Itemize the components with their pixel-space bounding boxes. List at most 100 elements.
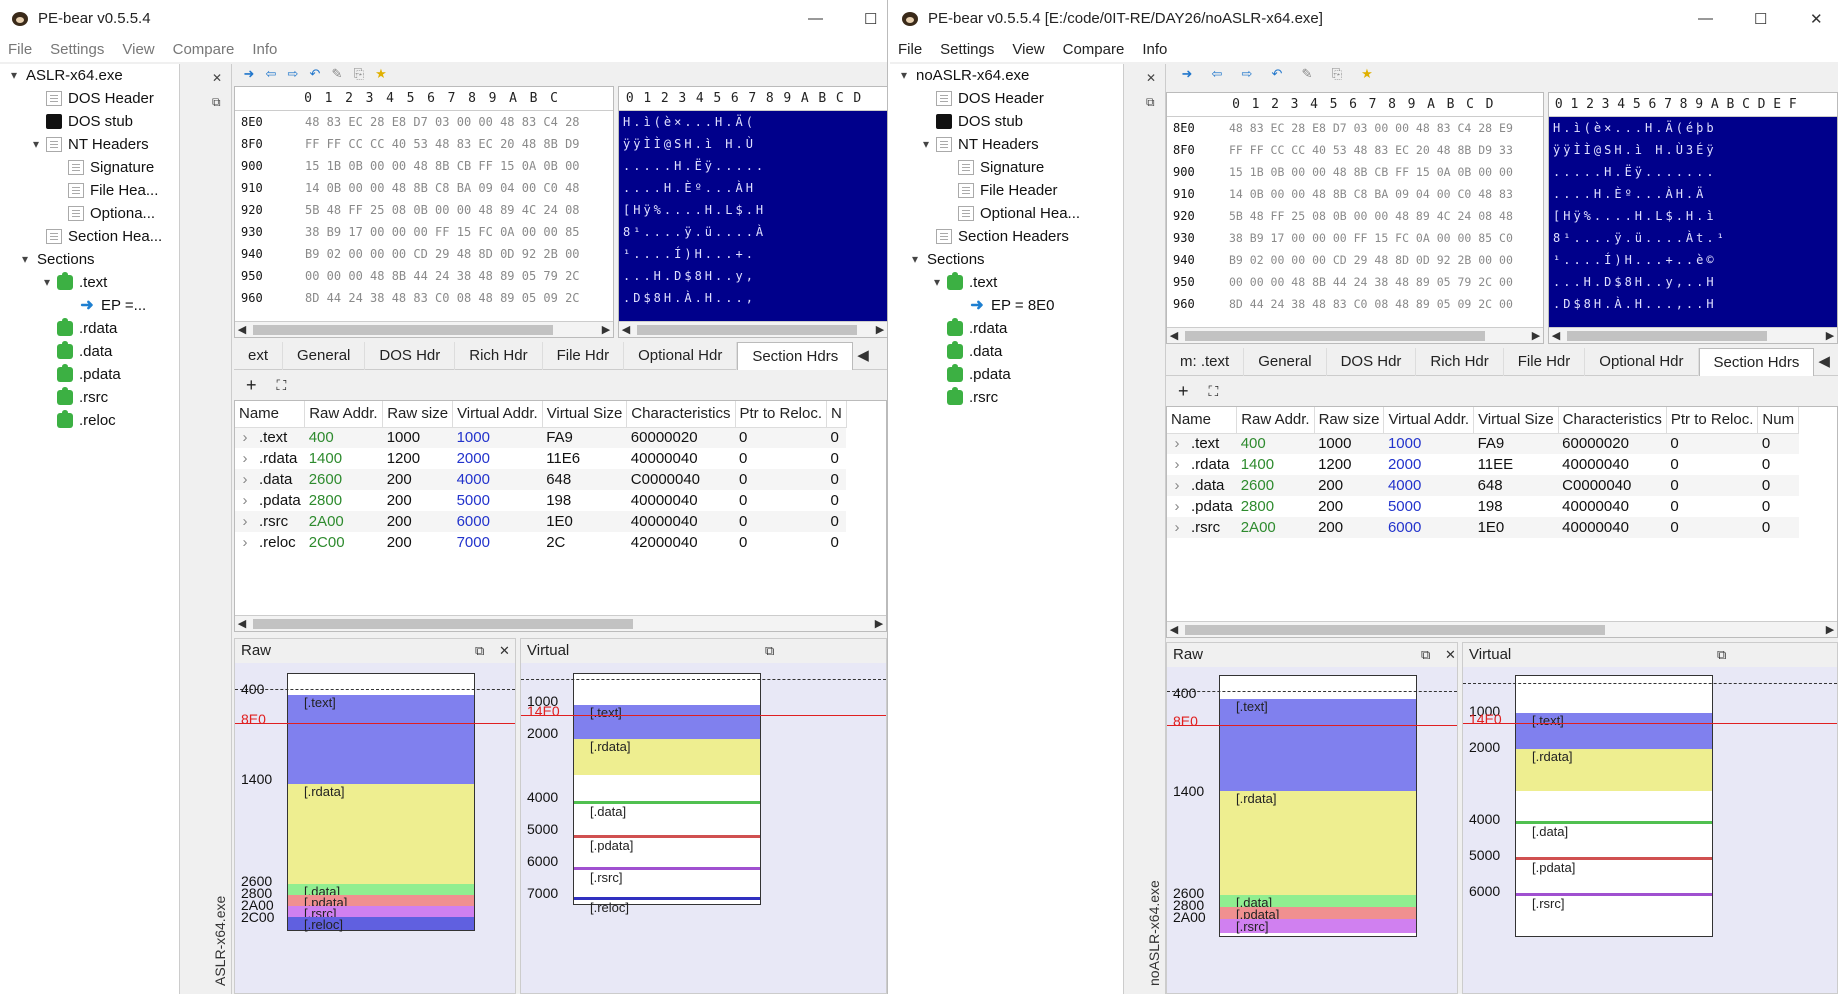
table-header[interactable]: Raw Addr. [304,401,384,428]
tree-item[interactable]: Signature [0,156,179,179]
tree-item[interactable]: ➜ EP =... [0,294,179,317]
undo-icon[interactable]: ↶ [309,66,321,81]
maximize-icon[interactable]: ☐ [864,11,878,28]
tree-item[interactable]: .pdata [890,363,1123,386]
ascii-bytes[interactable]: H.ì(è×...H.Ä(ÿÿÌÌ@SH.ì H.Ù .....H.Ëÿ.....… [619,111,887,321]
hex-scrollbar[interactable]: ◀ ▶ [1167,327,1543,343]
menu-view[interactable]: View [122,40,155,58]
table-header[interactable]: Virtual Size [1473,407,1559,434]
tree-item[interactable]: Section Hea... [0,225,179,248]
ascii-row[interactable]: .....H.Ëÿ..... [623,159,767,173]
hex-row[interactable]: B9 02 00 00 00 CD 29 48 8D 0D 92 2B 00 [305,247,580,261]
maximize-icon[interactable]: ☐ [1754,11,1768,28]
table-header[interactable]: Ptr to Reloc. [735,401,828,428]
tab-scroll-icon[interactable]: ◀ [857,347,869,364]
tab-rich-hdr[interactable]: Rich Hdr [1416,348,1504,376]
pin-icon[interactable]: ✎ [331,66,343,81]
hex-row[interactable]: 38 B9 17 00 00 00 FF 15 FC 0A 00 00 85 [305,225,580,239]
table-header[interactable]: Name [235,401,306,428]
tree-item[interactable]: .rsrc [0,386,179,409]
table-row[interactable]: › .rsrc 2A00 200 6000 1E0 40000040 0 0 [1167,517,1799,538]
tree-item[interactable]: .rsrc [890,386,1123,409]
tab-general[interactable]: General [283,342,366,370]
tab-file-hdr[interactable]: File Hdr [1504,348,1586,376]
hex-row[interactable]: 38 B9 17 00 00 00 FF 15 FC 0A 00 00 85 C… [1229,231,1513,245]
hex-row[interactable]: 48 83 EC 28 E8 D7 03 00 00 48 83 C4 28 [305,115,580,129]
tree-item[interactable]: File Hea... [0,179,179,202]
ascii-row[interactable]: ....H.Èº...ÀH [623,181,756,195]
tree-item[interactable]: ▾ .text [890,271,1123,294]
hex-row[interactable]: 8D 44 24 38 48 83 C0 08 48 89 05 09 2C [305,291,580,305]
table-row[interactable]: › .text 400 1000 1000 FA9 60000020 0 0 [235,427,847,448]
ascii-row[interactable]: ¹....Í)H...+. [623,247,756,261]
hex-row[interactable]: 5B 48 FF 25 08 0B 00 00 48 89 4C 24 08 [305,203,580,217]
float-panel-icon[interactable]: ⧉ [765,643,775,658]
add-section-icon[interactable]: + [1178,380,1189,401]
expand-arrow-icon[interactable]: ▾ [21,252,29,266]
hex-row[interactable]: B9 02 00 00 00 CD 29 48 8D 0D 92 2B 00 0… [1229,253,1513,267]
table-header[interactable]: Num [1757,407,1800,434]
float-dock-icon[interactable]: ⧉ [212,95,221,109]
table-row[interactable]: › .pdata 2800 200 5000 198 40000040 0 0 [1167,496,1799,517]
tree-item[interactable]: ➜ EP = 8E0 [890,294,1123,317]
hex-row[interactable]: 48 83 EC 28 E8 D7 03 00 00 48 83 C4 28 E… [1229,121,1513,135]
undo-icon[interactable]: ↶ [1271,66,1283,81]
ascii-row[interactable]: ¹....Í)H...+..è© [1553,253,1717,267]
tab-file-hdr[interactable]: File Hdr [543,342,625,370]
table-header[interactable]: Virtual Size [542,401,628,428]
ascii-row[interactable]: .....H.Ëÿ....... [1553,165,1717,179]
tree-item[interactable]: ▾ Sections [0,248,179,271]
table-row[interactable]: › .rsrc 2A00 200 6000 1E0 40000040 0 0 [235,511,847,532]
menu-compare[interactable]: Compare [1062,40,1125,58]
ascii-row[interactable]: ÿÿÌÌ@SH.ì H.Ù [623,137,756,151]
pin-icon[interactable]: ✎ [1301,66,1313,81]
minimize-icon[interactable]: — [808,10,823,27]
ascii-row[interactable]: [Hÿ%....H.L$.H [623,203,767,217]
tab-section-hdrs[interactable]: Section Hdrs [1698,348,1815,376]
tree-item[interactable]: File Header [890,179,1123,202]
hex-row[interactable]: 14 0B 00 00 48 8B C8 BA 09 04 00 C0 48 [305,181,580,195]
tab-dos-hdr[interactable]: DOS Hdr [365,342,456,370]
tree-item[interactable]: ▾ Sections [890,248,1123,271]
menu-settings[interactable]: Settings [50,40,105,58]
table-header[interactable]: Characteristics [626,401,736,428]
tree-item[interactable]: .rdata [0,317,179,340]
forward-icon[interactable]: ⇨ [1241,66,1253,81]
table-header[interactable]: Raw Addr. [1236,407,1315,434]
expand-arrow-icon[interactable]: ▾ [933,275,941,289]
tab-general[interactable]: General [1244,348,1327,376]
table-header[interactable]: Name [1167,407,1238,434]
tree-item[interactable]: DOS stub [890,110,1123,133]
expand-arrow-icon[interactable]: ▾ [32,137,40,151]
fit-columns-icon[interactable]: ⛶ [1208,382,1219,399]
fit-columns-icon[interactable]: ⛶ [276,376,287,393]
tab-ext[interactable]: ext [234,342,284,370]
table-row[interactable]: › .text 400 1000 1000 FA9 60000020 0 0 [1167,433,1799,454]
tree-item[interactable]: .data [0,340,179,363]
ascii-scrollbar[interactable]: ◀ ▶ [1549,327,1837,343]
hex-row[interactable]: FF FF CC CC 40 53 48 83 EC 20 48 8B D9 [305,137,580,151]
ascii-row[interactable]: ....H.Èº...ÀH.Ä [1553,187,1707,201]
tree-item[interactable]: DOS Header [0,87,179,110]
back-icon[interactable]: ⇦ [265,66,277,81]
expand-arrow-icon[interactable]: ▾ [922,137,930,151]
title-bar[interactable]: PE-bear v0.5.5.4 — ☐ [0,0,887,36]
table-row[interactable]: › .data 2600 200 4000 648 C0000040 0 0 [1167,475,1799,496]
tree-item[interactable]: .data [890,340,1123,363]
hex-row[interactable]: 15 1B 0B 00 00 48 8B CB FF 15 0A 0B 00 0… [1229,165,1513,179]
float-panel-icon[interactable]: ⧉ [475,643,485,658]
expand-arrow-icon[interactable]: ▾ [43,275,51,289]
tree-item[interactable]: Signature [890,156,1123,179]
table-header[interactable]: Virtual Addr. [1383,407,1475,434]
forward-icon[interactable]: ⇨ [287,66,299,81]
add-section-icon[interactable]: + [246,374,257,395]
tree-item[interactable]: ▾ NT Headers [890,133,1123,156]
copy-icon[interactable]: ⎘ [353,66,365,81]
goto-icon[interactable]: ➜ [1181,66,1193,81]
hex-row[interactable]: 8D 44 24 38 48 83 C0 08 48 89 05 09 2C 0… [1229,297,1513,311]
ascii-row[interactable]: [Hÿ%....H.L$.H.ì [1553,209,1717,223]
